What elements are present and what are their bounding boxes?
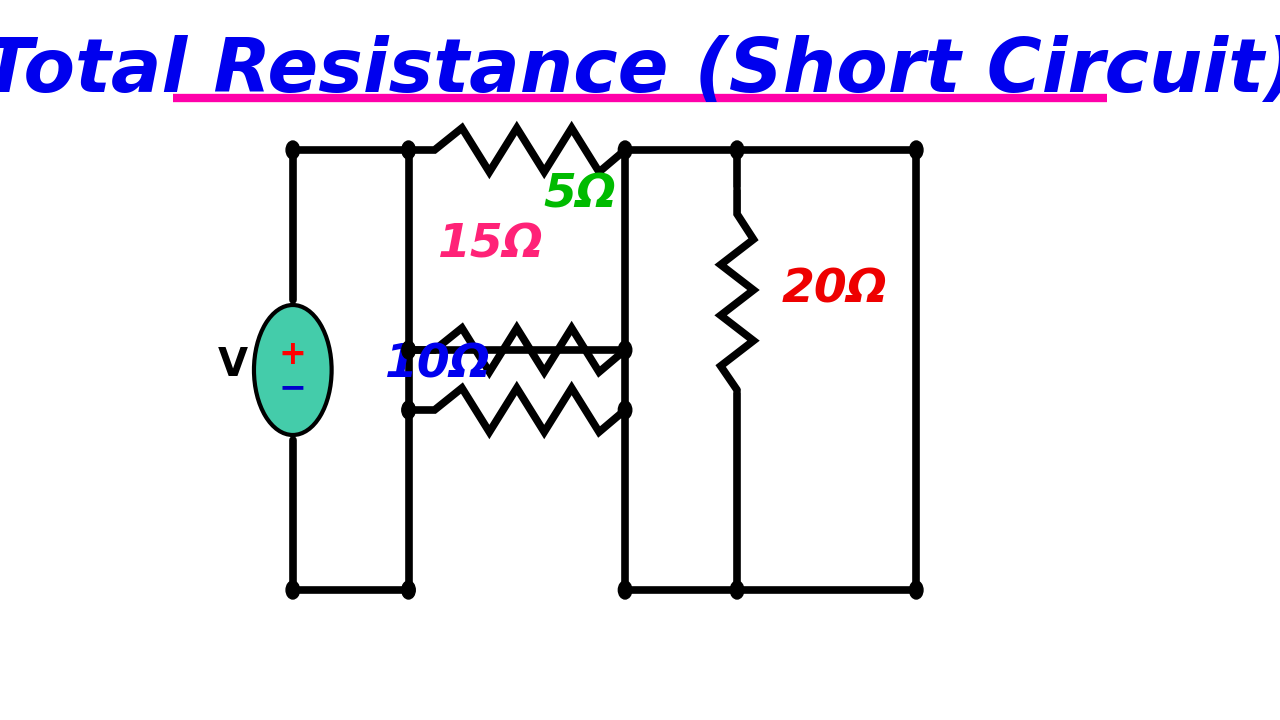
Circle shape <box>402 141 415 159</box>
Ellipse shape <box>253 305 332 435</box>
Text: 5Ω: 5Ω <box>544 173 617 217</box>
Circle shape <box>618 401 632 419</box>
Text: 10Ω: 10Ω <box>385 343 492 387</box>
Text: 15Ω: 15Ω <box>438 222 544 268</box>
Text: Total Resistance (Short Circuit): Total Resistance (Short Circuit) <box>0 35 1280 108</box>
Circle shape <box>285 581 300 599</box>
Circle shape <box>910 581 923 599</box>
Circle shape <box>731 581 744 599</box>
Circle shape <box>402 401 415 419</box>
Text: −: − <box>279 372 307 405</box>
Text: +: + <box>279 338 307 371</box>
Circle shape <box>618 581 632 599</box>
Circle shape <box>285 141 300 159</box>
Circle shape <box>402 581 415 599</box>
Circle shape <box>910 141 923 159</box>
Circle shape <box>402 341 415 359</box>
Circle shape <box>618 141 632 159</box>
Circle shape <box>618 341 632 359</box>
Text: V: V <box>218 346 248 384</box>
Text: 20Ω: 20Ω <box>781 268 887 312</box>
Circle shape <box>731 141 744 159</box>
